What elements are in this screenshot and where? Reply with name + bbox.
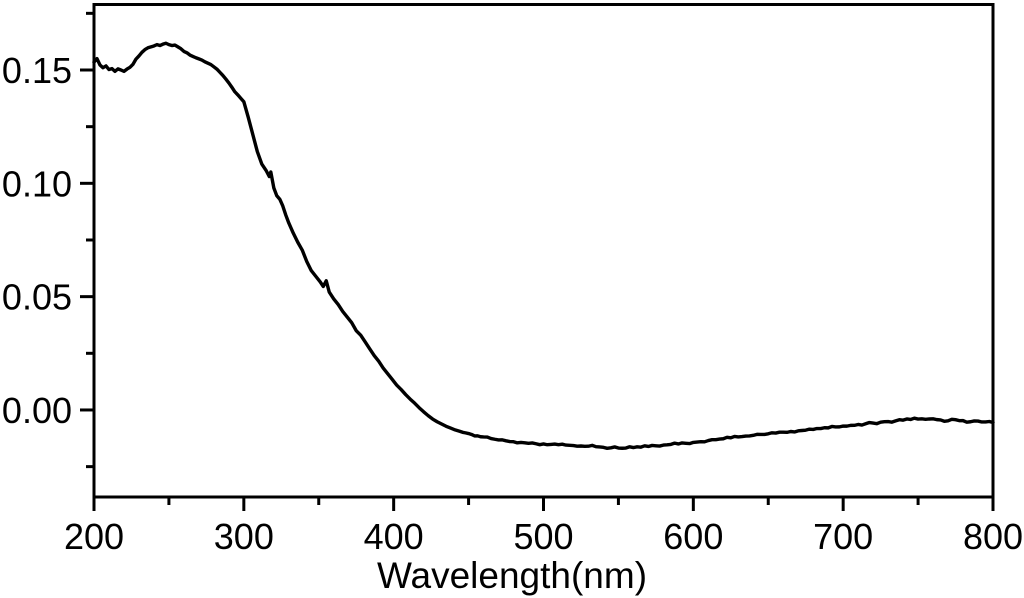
tick-labels-layer: 200 300 400 500 600 700 800 0.00 0.05 0.10 0.15	[2, 50, 1023, 557]
x-tick-label: 500	[513, 516, 573, 557]
y-tick-label: 0.00	[2, 390, 72, 431]
spectrum-curve-layer	[92, 41, 995, 451]
x-tick-label: 700	[813, 516, 873, 557]
x-tick-label: 400	[364, 516, 424, 557]
spectrum-line	[92, 41, 995, 451]
x-tick-label: 800	[963, 516, 1023, 557]
x-tick-label: 200	[64, 516, 124, 557]
y-tick-label: 0.15	[2, 50, 72, 91]
x-tick-label: 600	[663, 516, 723, 557]
y-tick-label: 0.05	[2, 277, 72, 318]
axes-layer	[80, 3, 995, 511]
y-tick-label: 0.10	[2, 163, 72, 204]
x-tick-label: 300	[214, 516, 274, 557]
x-axis-title: Wavelength(nm)	[377, 555, 647, 596]
